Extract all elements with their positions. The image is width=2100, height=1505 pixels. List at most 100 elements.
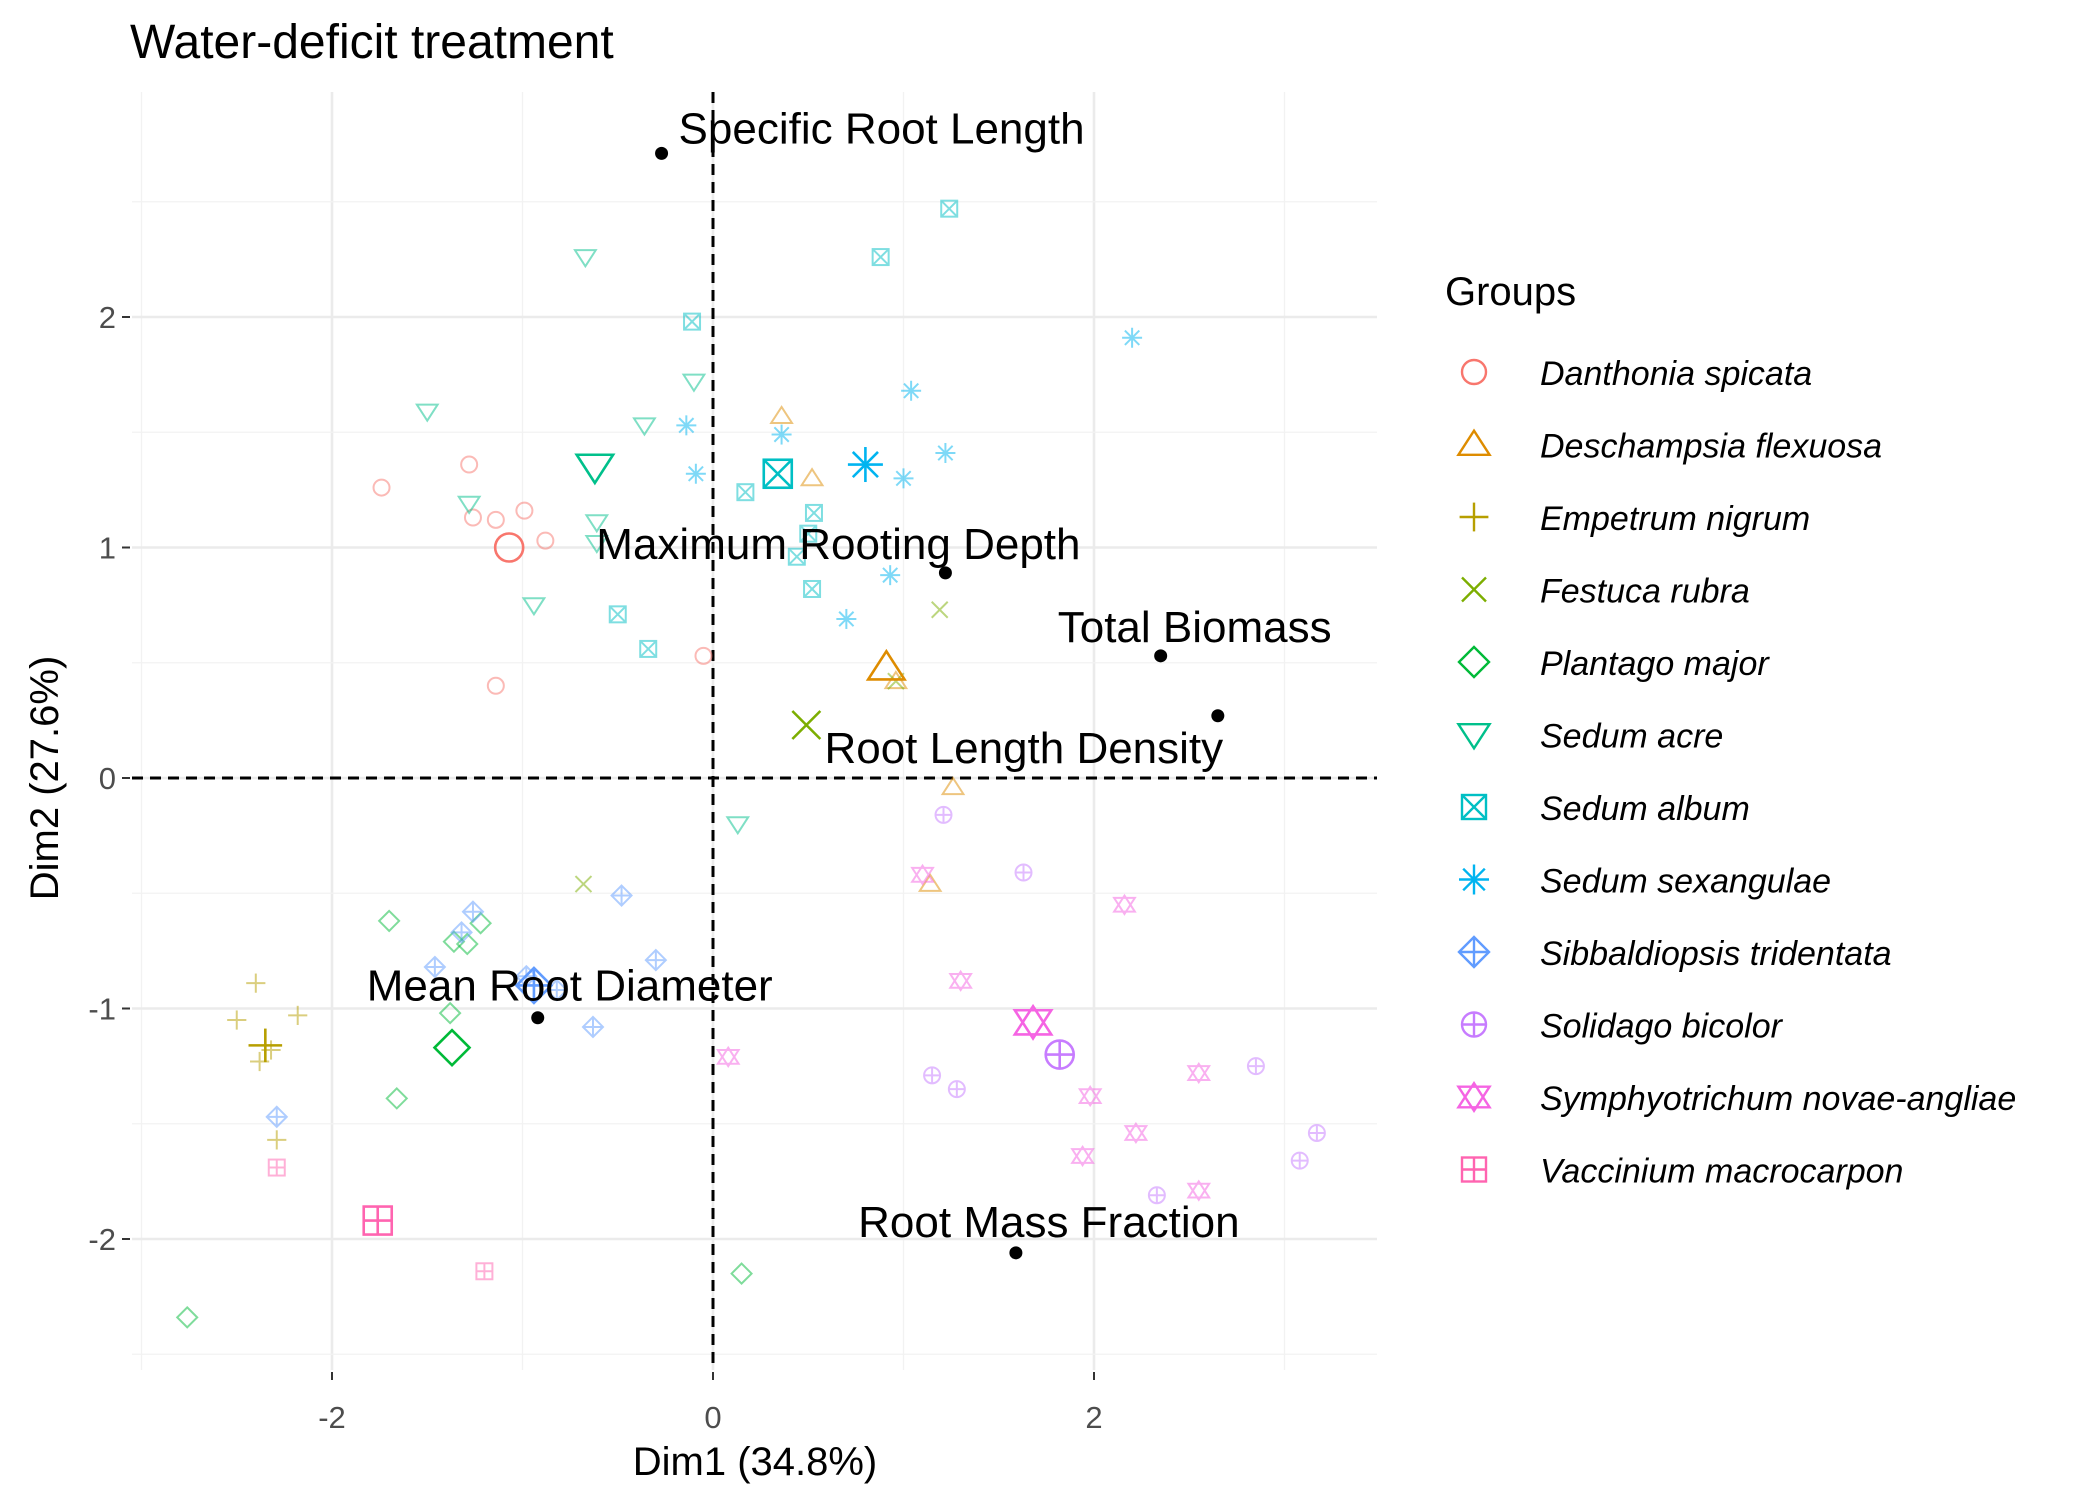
variable-point-root-mass-fraction <box>1009 1246 1023 1260</box>
point-danthonia-spicata <box>486 510 505 529</box>
legend-key-sedum-sexangulae <box>1459 864 1489 895</box>
point-danthonia-spicata <box>515 501 534 520</box>
point-solidago-bicolor <box>923 1066 942 1085</box>
point-vaccinium-macrocarpon <box>475 1262 494 1281</box>
point-sedum-sexangulae <box>901 380 922 401</box>
point-solidago-bicolor <box>934 805 953 824</box>
point-sedum-sexangulae <box>935 442 956 463</box>
legend-key-sedum-album <box>1460 793 1488 821</box>
point-sedum-album <box>736 483 755 502</box>
legend-label-sedum-sexangulae: Sedum sexangulae <box>1540 863 1831 901</box>
point-sibbaldiopsis-tridentata <box>265 1105 289 1129</box>
centroid-deschampsia-flexuosa <box>865 648 907 681</box>
point-sibbaldiopsis-tridentata <box>423 955 447 979</box>
centroid-sedum-acre <box>574 453 616 486</box>
legend-key-deschampsia-flexuosa <box>1456 428 1492 457</box>
variable-label-maximum-rooting-depth: Maximum Rooting Depth <box>596 520 1080 569</box>
point-symphyotrichum-novae-angliae <box>1186 1061 1212 1085</box>
point-sedum-album <box>799 524 818 543</box>
legend-key-festuca-rubra <box>1461 576 1487 603</box>
point-festuca-rubra <box>574 875 593 893</box>
point-symphyotrichum-novae-angliae <box>1186 1179 1212 1202</box>
point-sedum-acre <box>632 417 657 437</box>
point-solidago-bicolor <box>947 1080 966 1099</box>
x-axis-title: Dim1 (34.8%) <box>633 1440 878 1484</box>
centroid-sedum-sexangulae <box>847 447 883 483</box>
point-danthonia-spicata <box>694 646 713 665</box>
axes: -2 0 2 -2 -1 0 1 2 <box>88 300 1102 1435</box>
point-sedum-album <box>683 312 702 331</box>
legend-label-danthonia-spicata: Danthonia spicata <box>1540 355 1812 393</box>
point-solidago-bicolor <box>1014 863 1033 882</box>
legend-label-sedum-album: Sedum album <box>1540 790 1750 828</box>
point-sedum-album <box>608 605 627 624</box>
point-sedum-album <box>871 248 890 267</box>
variable-point-specific-root-length <box>655 146 669 160</box>
point-sedum-sexangulae <box>880 565 901 586</box>
variable-label-root-mass-fraction: Root Mass Fraction <box>858 1198 1239 1247</box>
point-sedum-sexangulae <box>685 463 706 484</box>
point-sedum-sexangulae <box>771 424 792 445</box>
reference-lines <box>132 92 1377 1370</box>
y-tick-label: 1 <box>99 531 116 566</box>
point-symphyotrichum-novae-angliae <box>1112 893 1137 916</box>
legend-key-sibbaldiopsis-tridentata <box>1457 935 1491 969</box>
point-sedum-sexangulae <box>893 468 914 489</box>
point-sibbaldiopsis-tridentata <box>610 884 633 907</box>
variable-label-root-length-density: Root Length Density <box>824 724 1223 773</box>
variable-label-mean-root-diameter: Mean Root Diameter <box>367 962 773 1011</box>
y-tick-label: -1 <box>88 992 116 1027</box>
legend-label-deschampsia-flexuosa: Deschampsia flexuosa <box>1540 428 1882 466</box>
legend: Groups Danthonia spicata Deschampsia flex… <box>1445 270 2016 1191</box>
point-sedum-acre <box>415 403 440 423</box>
variable-label-total-biomass: Total Biomass <box>1058 603 1332 652</box>
gridlines <box>132 92 1377 1370</box>
point-sedum-sexangulae <box>676 415 697 436</box>
variable-point-total-biomass <box>1154 649 1168 663</box>
point-sedum-album <box>787 547 806 566</box>
variable-point-root-length-density <box>1211 709 1225 723</box>
point-symphyotrichum-novae-angliae <box>1077 1085 1103 1108</box>
legend-title: Groups <box>1445 270 1576 314</box>
centroid-vaccinium-macrocarpon <box>362 1205 394 1236</box>
point-danthonia-spicata <box>486 676 505 695</box>
point-sibbaldiopsis-tridentata <box>461 900 485 924</box>
point-sedum-album <box>804 503 823 522</box>
point-plantago-major <box>385 1086 409 1110</box>
point-plantago-major <box>377 909 401 933</box>
point-sedum-acre <box>584 514 610 534</box>
legend-key-plantago-major <box>1457 645 1491 679</box>
point-deschampsia-flexuosa <box>917 872 943 892</box>
centroid-sibbaldiopsis-tridentata <box>514 966 554 1005</box>
legend-label-festuca-rubra: Festuca rubra <box>1540 573 1750 611</box>
point-danthonia-spicata <box>460 455 479 474</box>
point-sedum-sexangulae <box>1122 327 1143 348</box>
variable-points: Specific Root Length Maximum Rooting Dept… <box>367 104 1332 1260</box>
variable-label-specific-root-length: Specific Root Length <box>679 104 1085 153</box>
centroid-sedum-album <box>762 458 794 490</box>
point-solidago-bicolor <box>1147 1186 1166 1205</box>
point-danthonia-spicata <box>463 508 482 527</box>
point-symphyotrichum-novae-angliae <box>716 1045 741 1068</box>
group-centroids <box>248 447 1076 1236</box>
legend-label-empetrum-nigrum: Empetrum nigrum <box>1540 500 1810 538</box>
point-sibbaldiopsis-tridentata <box>450 921 473 944</box>
point-empetrum-nigrum <box>267 1130 287 1150</box>
legend-key-empetrum-nigrum <box>1459 502 1489 532</box>
point-vaccinium-macrocarpon <box>267 1158 286 1177</box>
point-deschampsia-flexuosa <box>769 405 794 425</box>
point-sedum-album <box>940 199 959 218</box>
point-sedum-album <box>639 639 658 658</box>
centroid-empetrum-nigrum <box>248 1028 283 1063</box>
y-tick-label: 0 <box>99 761 116 796</box>
variable-point-mean-root-diameter <box>531 1011 545 1025</box>
point-plantago-major <box>730 1262 753 1285</box>
individual-points <box>175 199 1326 1329</box>
point-symphyotrichum-novae-angliae <box>1123 1121 1149 1145</box>
y-tick-label: -2 <box>88 1222 116 1257</box>
point-symphyotrichum-novae-angliae <box>948 969 973 992</box>
legend-label-vaccinium-macrocarpon: Vaccinium macrocarpon <box>1540 1153 1903 1191</box>
centroid-plantago-major <box>432 1028 472 1068</box>
y-axis-title: Dim2 (27.6%) <box>23 656 67 901</box>
